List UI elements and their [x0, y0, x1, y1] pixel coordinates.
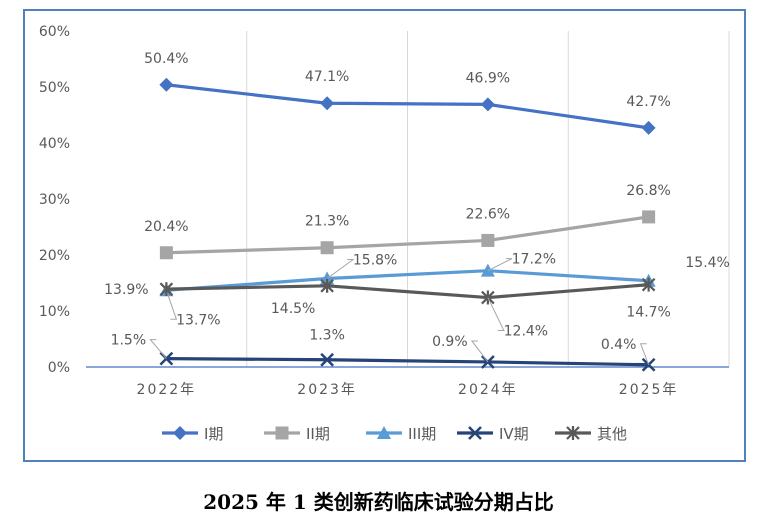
- data-label: 13.7%: [176, 312, 220, 328]
- y-tick-label: 10%: [39, 304, 70, 320]
- x-tick-label: 2025年: [619, 382, 679, 398]
- data-label: 0.9%: [432, 334, 468, 350]
- legend-label: III期: [408, 425, 436, 443]
- legend-item: II期: [264, 425, 330, 443]
- y-tick-label: 0%: [48, 360, 70, 376]
- data-label: 46.9%: [466, 70, 510, 86]
- data-label: 20.4%: [144, 219, 188, 235]
- leader-line: [149, 339, 167, 359]
- legend-item: III期: [366, 425, 436, 443]
- data-label: 1.3%: [309, 328, 345, 344]
- data-label: 14.5%: [271, 301, 315, 317]
- legend-label: II期: [306, 425, 330, 443]
- data-label: 1.5%: [111, 333, 147, 349]
- data-point: [320, 96, 335, 111]
- series-line-2: [166, 215, 649, 255]
- data-point: [481, 233, 495, 247]
- data-label: 17.2%: [512, 252, 556, 268]
- data-label: 0.4%: [601, 337, 637, 353]
- data-label: 47.1%: [305, 69, 349, 85]
- data-label: 15.8%: [353, 253, 397, 269]
- legend-label: 其他: [597, 425, 627, 443]
- data-point: [480, 97, 495, 112]
- data-point: [320, 352, 335, 367]
- x-tick-label: 2022年: [137, 382, 197, 398]
- leader-line: [487, 258, 513, 272]
- legend-label: IV期: [499, 425, 529, 443]
- chart-frame: 0% 10% 20% 30% 40% 50% 60% 2022年 2023年 2024年 2025年…: [23, 9, 746, 462]
- data-point: [159, 246, 173, 260]
- data-label: 21.3%: [305, 214, 349, 230]
- legend-marker: [377, 426, 391, 439]
- legend-marker: [566, 426, 580, 440]
- series-line-4: [166, 357, 649, 367]
- x-tick-label: 2024年: [458, 382, 518, 398]
- data-point: [320, 241, 334, 255]
- series-line-5: [166, 283, 649, 300]
- data-point: [642, 210, 656, 224]
- data-label: 13.9%: [104, 282, 148, 298]
- data-point: [159, 282, 174, 297]
- figure-caption: 2025 年 1 类创新药临床试验分期占比: [203, 490, 554, 514]
- x-tick-label: 2023年: [297, 382, 357, 398]
- legend-item: I期: [162, 425, 223, 443]
- data-label: 12.4%: [504, 324, 548, 340]
- data-label: 15.4%: [685, 255, 729, 271]
- legend-label: I期: [204, 425, 223, 443]
- data-label: 50.4%: [144, 51, 188, 67]
- y-tick-label: 30%: [39, 192, 70, 208]
- leader-line: [470, 340, 489, 363]
- legend-marker: [468, 426, 482, 440]
- y-tick-label: 50%: [39, 80, 70, 96]
- y-tick-label: 40%: [39, 136, 70, 152]
- series-line-1: [166, 83, 649, 130]
- data-point: [320, 278, 334, 293]
- line-chart: 0% 10% 20% 30% 40% 50% 60% 2022年 2023年 2024年 2025年…: [39, 24, 730, 443]
- data-point: [641, 120, 656, 135]
- data-label: 22.6%: [466, 206, 510, 222]
- leader-line: [639, 343, 650, 365]
- legend-item: 其他: [555, 425, 627, 443]
- y-tick-label: 20%: [39, 248, 70, 264]
- data-label: 14.7%: [626, 305, 670, 321]
- legend-item: IV期: [457, 425, 529, 443]
- leader-line: [326, 259, 355, 279]
- data-label: 26.8%: [626, 183, 670, 199]
- legend-marker: [275, 426, 289, 440]
- leader-line: [487, 297, 505, 332]
- y-tick-label: 60%: [39, 24, 70, 40]
- data-label: 42.7%: [626, 94, 670, 110]
- data-point: [641, 277, 656, 292]
- legend-marker: [173, 426, 187, 440]
- leader-line: [165, 290, 178, 320]
- series-line-3: [166, 269, 649, 292]
- data-point: [159, 77, 174, 92]
